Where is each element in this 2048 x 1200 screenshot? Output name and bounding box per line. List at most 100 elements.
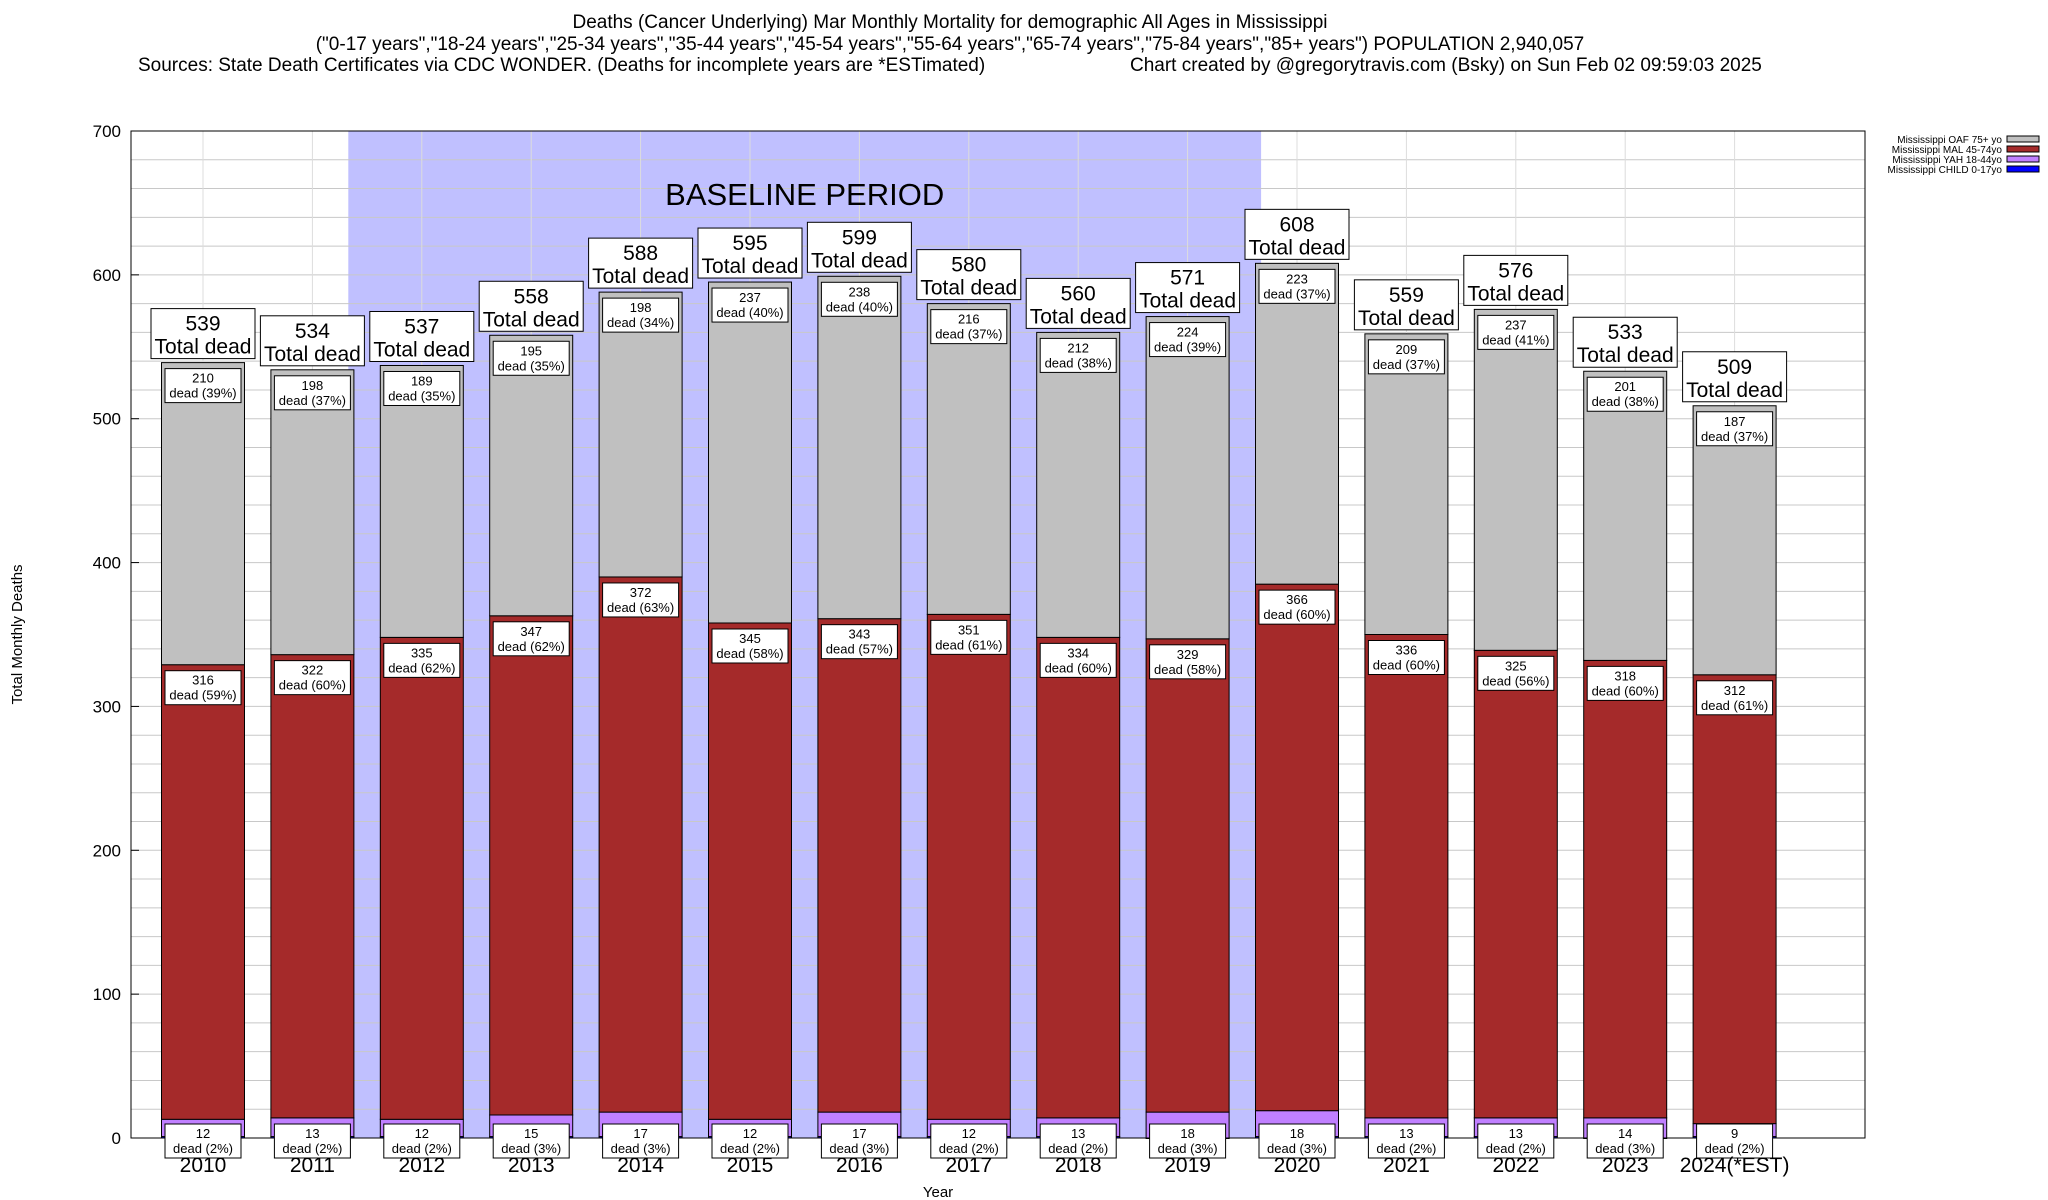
- data-label-value: 372: [630, 585, 652, 600]
- total-label-box: [697, 227, 803, 279]
- y-tick-label: 500: [93, 410, 121, 429]
- data-label-box: [383, 370, 461, 406]
- bar-segment: [708, 281, 792, 624]
- data-label-pct: dead (38%): [1045, 355, 1112, 370]
- data-label-pct: dead (35%): [388, 388, 455, 403]
- bar-segment: [1145, 316, 1230, 640]
- data-label-box: [1149, 1123, 1227, 1159]
- data-label-pct: dead (2%): [1486, 1141, 1546, 1156]
- x-tick-label: 2017: [945, 1154, 992, 1177]
- data-label-box: [273, 375, 351, 411]
- bar-segment: [270, 654, 355, 1119]
- data-label-pct: dead (3%): [611, 1141, 671, 1156]
- data-label-value: 12: [962, 1126, 976, 1141]
- data-label-value: 9: [1731, 1126, 1738, 1141]
- data-label-box: [1477, 1123, 1555, 1159]
- total-label-text: Total dead: [1249, 236, 1346, 259]
- data-label-box: [492, 1123, 570, 1159]
- x-tick-label: 2021: [1383, 1154, 1430, 1177]
- chart-credit: Chart created by @gregorytravis.com (Bsk…: [1130, 55, 1762, 76]
- data-label-box: [1367, 1123, 1445, 1159]
- total-label-text: Total dead: [1139, 290, 1236, 313]
- total-label-value: 580: [951, 254, 986, 277]
- x-axis-label: Year: [923, 1184, 953, 1200]
- data-label-box: [930, 619, 1008, 655]
- legend-swatch: [2006, 135, 2040, 143]
- total-label-box: [916, 249, 1022, 301]
- legend-label: Mississippi MAL 45-74yo: [1892, 145, 2003, 156]
- y-tick-label: 100: [93, 985, 121, 1004]
- data-label-value: 212: [1067, 340, 1089, 355]
- data-label-box: [930, 1123, 1008, 1159]
- data-label-box: [1477, 314, 1555, 350]
- x-tick-label: 2023: [1602, 1154, 1649, 1177]
- data-label-box: [1039, 337, 1117, 373]
- data-label-value: 237: [739, 290, 761, 305]
- data-label-box: [164, 1123, 242, 1159]
- y-tick-label: 400: [93, 554, 121, 573]
- data-label-pct: dead (39%): [1154, 340, 1221, 355]
- y-axis-label: Total Monthly Deaths: [9, 564, 26, 704]
- data-label-value: 12: [415, 1126, 429, 1141]
- total-label-text: Total dead: [373, 338, 470, 361]
- total-label-box: [478, 280, 584, 332]
- x-tick-label: 2011: [290, 1154, 335, 1177]
- data-label-box: [492, 340, 570, 376]
- bar-segment: [379, 364, 464, 638]
- total-label-text: Total dead: [155, 336, 252, 359]
- data-label-value: 195: [520, 343, 542, 358]
- total-label-box: [588, 237, 694, 289]
- data-label-box: [602, 297, 680, 333]
- bar-segment: [1473, 649, 1558, 1119]
- data-label-value: 201: [1614, 379, 1636, 394]
- y-tick-label: 700: [93, 122, 121, 141]
- data-label-box: [820, 281, 898, 317]
- bar-segment: [1583, 659, 1668, 1119]
- data-label-box: [711, 1123, 789, 1159]
- data-label-pct: dead (59%): [169, 688, 236, 703]
- data-label-box: [1477, 655, 1555, 691]
- bar-segment: [270, 369, 355, 656]
- legend-swatch: [2006, 145, 2040, 153]
- data-label-pct: dead (35%): [498, 358, 565, 373]
- data-label-pct: dead (3%): [1158, 1141, 1218, 1156]
- data-label-pct: dead (40%): [826, 299, 893, 314]
- bar-segment: [379, 636, 464, 1120]
- data-label-pct: dead (2%): [282, 1141, 342, 1156]
- data-label-box: [1149, 322, 1227, 358]
- data-label-value: 345: [739, 631, 761, 646]
- total-label-value: 560: [1061, 282, 1096, 305]
- data-label-pct: dead (37%): [1263, 286, 1330, 301]
- y-tick-label: 600: [93, 266, 121, 285]
- data-label-box: [1696, 1123, 1774, 1159]
- chart-sources: Sources: State Death Certificates via CD…: [138, 55, 986, 76]
- chart-title: Deaths (Cancer Underlying) Mar Monthly M…: [572, 12, 1328, 33]
- data-label-value: 335: [411, 645, 433, 660]
- total-label-text: Total dead: [592, 265, 689, 288]
- bar-segment: [161, 664, 245, 1120]
- data-label-pct: dead (2%): [1705, 1141, 1765, 1156]
- total-label-box: [150, 308, 256, 360]
- data-label-pct: dead (60%): [1263, 607, 1330, 622]
- data-label-pct: dead (37%): [1701, 429, 1768, 444]
- x-tick-label: 2024(*EST): [1680, 1154, 1790, 1177]
- bar-segment: [817, 275, 902, 620]
- data-label-value: 336: [1396, 643, 1418, 658]
- data-label-value: 14: [1618, 1126, 1632, 1141]
- data-label-value: 223: [1286, 271, 1308, 286]
- legend-label: Mississippi YAH 18-44yo: [1892, 155, 2002, 166]
- total-label-value: 537: [404, 315, 439, 338]
- data-label-pct: dead (37%): [1373, 357, 1440, 372]
- total-label-text: Total dead: [1467, 282, 1564, 305]
- total-label-value: 571: [1170, 267, 1205, 290]
- bar-segment: [1692, 405, 1777, 676]
- data-label-value: 209: [1396, 342, 1418, 357]
- data-label-pct: dead (3%): [1595, 1141, 1655, 1156]
- total-label-value: 559: [1389, 284, 1424, 307]
- data-label-box: [1696, 411, 1774, 447]
- bar-segment: [489, 615, 574, 1116]
- data-label-box: [1696, 680, 1774, 716]
- bar-segment: [1583, 370, 1668, 661]
- data-label-pct: dead (41%): [1482, 332, 1549, 347]
- data-label-pct: dead (37%): [935, 327, 1002, 342]
